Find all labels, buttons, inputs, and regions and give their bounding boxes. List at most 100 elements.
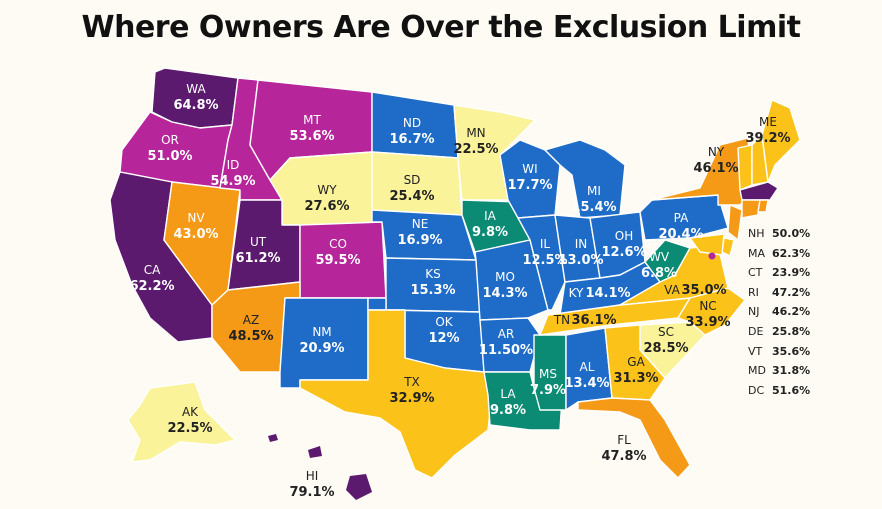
state-value: 46.1% (693, 161, 738, 176)
state-abbr: OK (435, 315, 453, 329)
state-hi-islands[interactable] (268, 434, 278, 442)
side-abbr: RI (748, 285, 759, 299)
state-abbr: MN (466, 126, 485, 140)
state-abbr: TX (403, 375, 420, 389)
side-value: 35.6% (772, 344, 811, 358)
state-value: 35.0% (681, 283, 726, 298)
state-abbr: SD (404, 173, 421, 187)
state-abbr: AK (182, 405, 199, 419)
state-abbr: AZ (243, 313, 259, 327)
state-abbr: TN (553, 313, 570, 327)
label-ga: GA 31.3% (613, 355, 658, 386)
small-states-list: NH 50.0% MA 62.3% CT 23.9% RI 47.2% NJ 46.2% DE 25.… (748, 227, 878, 403)
state-abbr: AL (580, 360, 595, 374)
label-fl: FL 47.8% (601, 433, 646, 464)
state-va[interactable] (619, 244, 729, 306)
side-row-nh: NH 50.0% (748, 227, 878, 247)
side-row-ri: RI 47.2% (748, 286, 878, 306)
state-value: 7.9% (530, 383, 566, 398)
state-abbr: HI (306, 469, 319, 483)
label-ok: OK 12% (428, 315, 459, 346)
label-wi: WI 17.7% (507, 162, 552, 193)
state-abbr: ND (403, 116, 421, 130)
state-value: 6.8% (641, 266, 677, 281)
state-abbr: GA (627, 355, 645, 369)
state-value: 39.2% (745, 131, 790, 146)
label-hi: HI 79.1% (289, 469, 334, 500)
state-value: 33.9% (685, 315, 730, 330)
label-mt: MT 53.6% (289, 113, 334, 144)
state-value: 12.5% (522, 253, 567, 268)
state-abbr: IA (484, 209, 497, 223)
label-va: VA 35.0% (664, 283, 726, 298)
side-value: 23.9% (772, 266, 811, 280)
side-row-ct: CT 23.9% (748, 266, 878, 286)
state-abbr: NC (699, 299, 716, 313)
state-value: 11.50% (479, 343, 533, 358)
label-il: IL 12.5% (522, 237, 567, 268)
state-hi-big-island[interactable] (346, 474, 372, 500)
state-value: 54.9% (210, 174, 255, 189)
side-value: 46.2% (772, 305, 811, 319)
label-ar: AR 11.50% (479, 327, 533, 358)
label-wa: WA 64.8% (173, 82, 218, 113)
state-abbr: NM (312, 325, 331, 339)
side-value: 50.0% (772, 227, 811, 240)
state-ri[interactable] (757, 199, 769, 213)
state-value: 12% (428, 331, 459, 346)
state-wi[interactable] (499, 139, 561, 219)
state-abbr: WI (522, 162, 537, 176)
side-abbr: DE (748, 324, 764, 338)
state-value: 15.4% (571, 200, 616, 215)
state-vt[interactable] (737, 144, 753, 191)
side-abbr: CT (748, 266, 763, 280)
state-value: 62.2% (129, 279, 174, 294)
label-ut: UT 61.2% (235, 235, 280, 266)
label-al: AL 13.4% (564, 360, 609, 391)
state-abbr: OH (615, 229, 633, 243)
state-value: 14.1% (585, 286, 630, 301)
state-value: 47.8% (601, 449, 646, 464)
state-value: 14.3% (482, 286, 527, 301)
state-value: 79.1% (289, 485, 334, 500)
state-tx[interactable] (299, 309, 493, 479)
state-value: 32.9% (389, 391, 434, 406)
state-abbr: VA (664, 283, 680, 297)
label-tx: TX 32.9% (389, 375, 434, 406)
state-hi-maui[interactable] (308, 446, 322, 458)
state-value: 9.8% (472, 225, 508, 240)
state-la[interactable] (483, 371, 563, 431)
state-fl[interactable] (577, 397, 691, 479)
side-value: 25.8% (772, 324, 811, 338)
state-abbr: WV (649, 250, 670, 264)
state-labels: WA 64.8% OR 51.0% CA 62.2% NV 43.0% ID 54.9% MT 53.… (129, 82, 790, 500)
state-ct[interactable] (741, 199, 761, 219)
label-pa: PA 20.4% (658, 211, 703, 242)
state-abbr: MO (495, 270, 515, 284)
side-abbr: MD (748, 364, 766, 378)
label-or: OR 51.0% (147, 133, 192, 164)
state-ak[interactable] (127, 381, 236, 463)
state-nj[interactable] (727, 204, 743, 241)
state-value: 43.0% (173, 227, 218, 242)
side-row-vt: VT 35.6% (748, 345, 878, 365)
state-dc[interactable] (708, 252, 716, 260)
state-value: 51.0% (147, 149, 192, 164)
state-ms[interactable] (533, 334, 567, 411)
state-value: 22.5% (453, 142, 498, 157)
state-value: 17.7% (507, 178, 552, 193)
state-md[interactable] (689, 233, 725, 256)
side-row-nj: NJ 46.2% (748, 305, 878, 325)
state-value: 22.5% (167, 421, 212, 436)
state-value: 28.5% (643, 341, 688, 356)
state-abbr: ID (227, 158, 240, 172)
state-abbr: MT (303, 113, 321, 127)
state-value: 31.3% (613, 371, 658, 386)
label-wv: WV 6.8% (641, 250, 677, 281)
side-abbr: NH (748, 227, 765, 240)
state-ma[interactable] (739, 181, 779, 201)
label-ak: AK 22.5% (167, 405, 212, 436)
label-wy: WY 27.6% (304, 183, 349, 214)
label-sd: SD 25.4% (389, 173, 434, 204)
state-value: 36.1% (571, 313, 616, 328)
